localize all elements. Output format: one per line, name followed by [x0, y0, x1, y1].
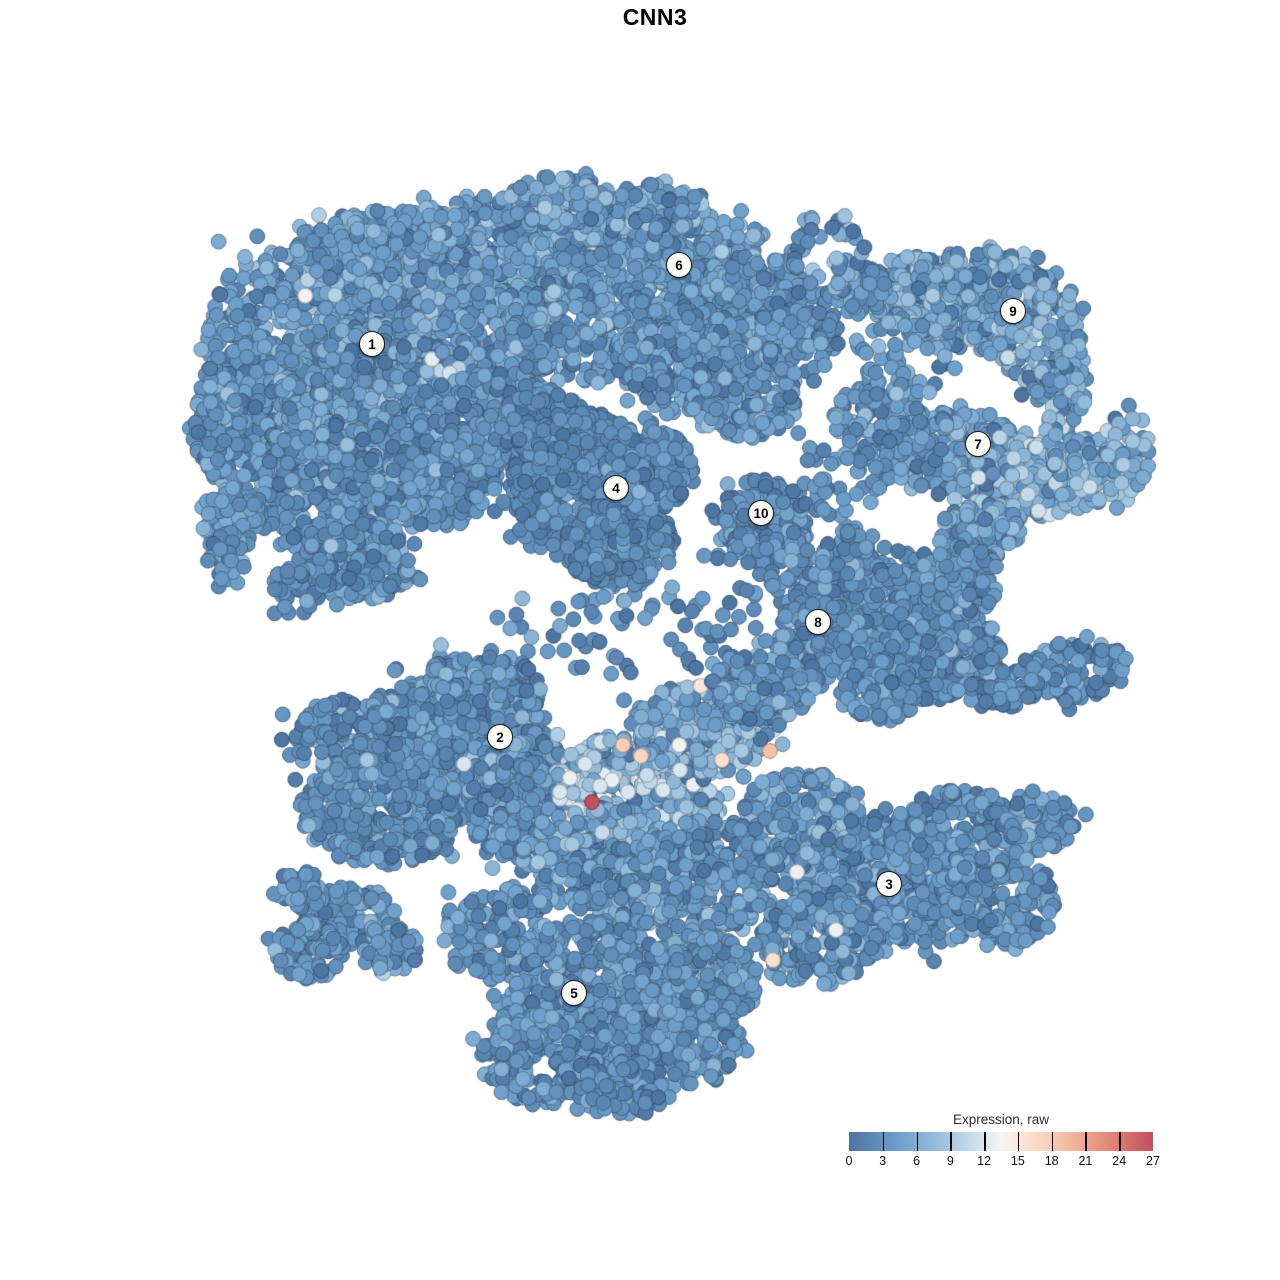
- legend-tick-label: 6: [913, 1154, 921, 1168]
- legend-tick-label: 27: [1146, 1154, 1160, 1168]
- legend-tick-label: 0: [845, 1154, 853, 1168]
- legend-tick-line: [1085, 1132, 1088, 1151]
- legend-tick-line: [950, 1132, 952, 1151]
- legend-gradient-bar: [849, 1132, 1153, 1151]
- legend-tick-label: 15: [1010, 1154, 1025, 1168]
- legend-tick-line: [882, 1132, 885, 1151]
- legend-title: Expression, raw: [952, 1112, 1050, 1127]
- legend-tick-label: 24: [1112, 1154, 1127, 1168]
- legend-tick-line: [1051, 1132, 1054, 1151]
- legend-tick-label: 12: [977, 1154, 992, 1168]
- legend-tick-line: [916, 1132, 919, 1151]
- legend-tick-line: [984, 1132, 986, 1151]
- legend-tick-line: [1017, 1132, 1020, 1151]
- legend-tick-label: 18: [1044, 1154, 1059, 1168]
- legend-tick-labels: 0 3 6 9 12 15 18 21 24 27: [845, 1154, 1160, 1170]
- legend-tick-label: 21: [1078, 1154, 1093, 1168]
- legend-tick-label: 3: [879, 1154, 887, 1168]
- legend-tick-label: 9: [946, 1154, 954, 1168]
- legend: Expression, raw 0 3 6 9 12 15 18 21 24 27: [845, 1112, 1160, 1170]
- legend-tick-line: [1119, 1132, 1121, 1151]
